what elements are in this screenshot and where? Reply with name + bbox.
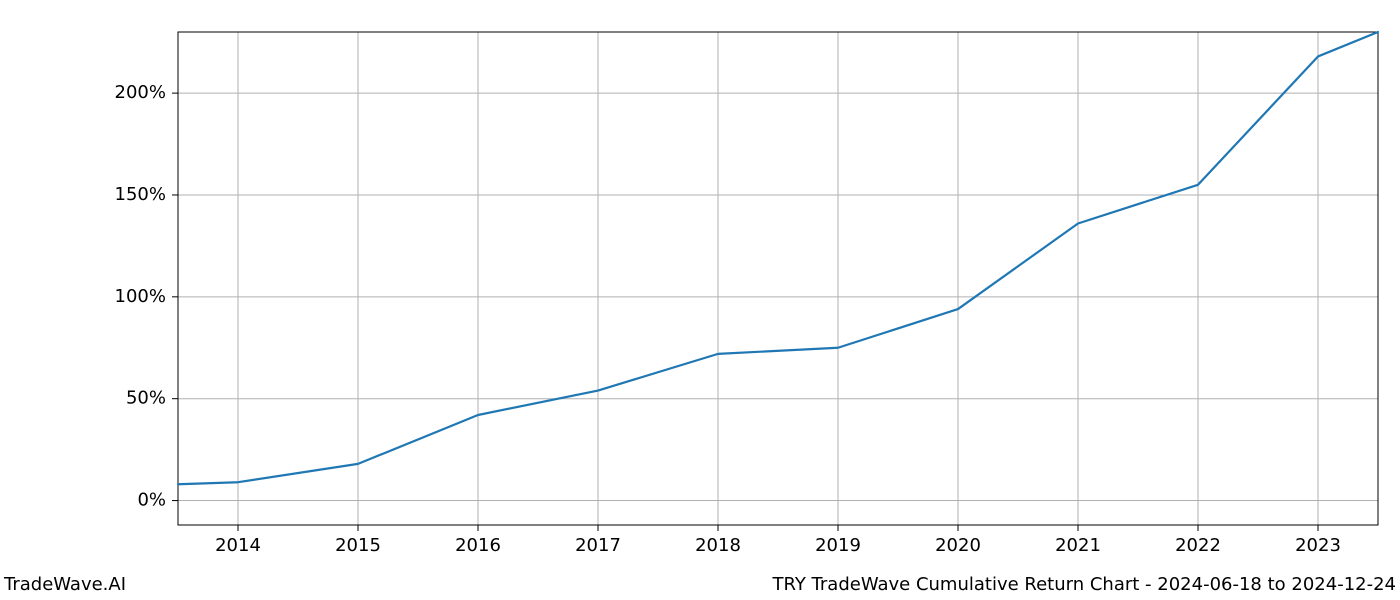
x-tick-label: 2023 xyxy=(1295,535,1341,556)
y-tick-label: 100% xyxy=(115,286,166,307)
x-tick-label: 2016 xyxy=(455,535,501,556)
chart-svg: 2014 2015 2016 2017 2018 2019 2020 2021 2022 2023… xyxy=(0,0,1400,600)
y-tick-label: 200% xyxy=(115,82,166,103)
x-tick-label: 2021 xyxy=(1055,535,1101,556)
x-tick-label: 2019 xyxy=(815,535,861,556)
x-tick-label: 2015 xyxy=(335,535,381,556)
x-tick-label: 2022 xyxy=(1175,535,1221,556)
y-tick-label: 0% xyxy=(137,490,166,511)
x-tick-label: 2020 xyxy=(935,535,981,556)
y-tick-label: 50% xyxy=(126,388,166,409)
x-tick-label: 2018 xyxy=(695,535,741,556)
footer-right-label: TRY TradeWave Cumulative Return Chart - … xyxy=(771,574,1396,595)
cumulative-return-chart: 2014 2015 2016 2017 2018 2019 2020 2021 2022 2023… xyxy=(0,0,1400,600)
y-tick-label: 150% xyxy=(115,184,166,205)
x-tick-label: 2017 xyxy=(575,535,621,556)
x-tick-label: 2014 xyxy=(215,535,261,556)
footer-left-label: TradeWave.AI xyxy=(3,574,126,595)
